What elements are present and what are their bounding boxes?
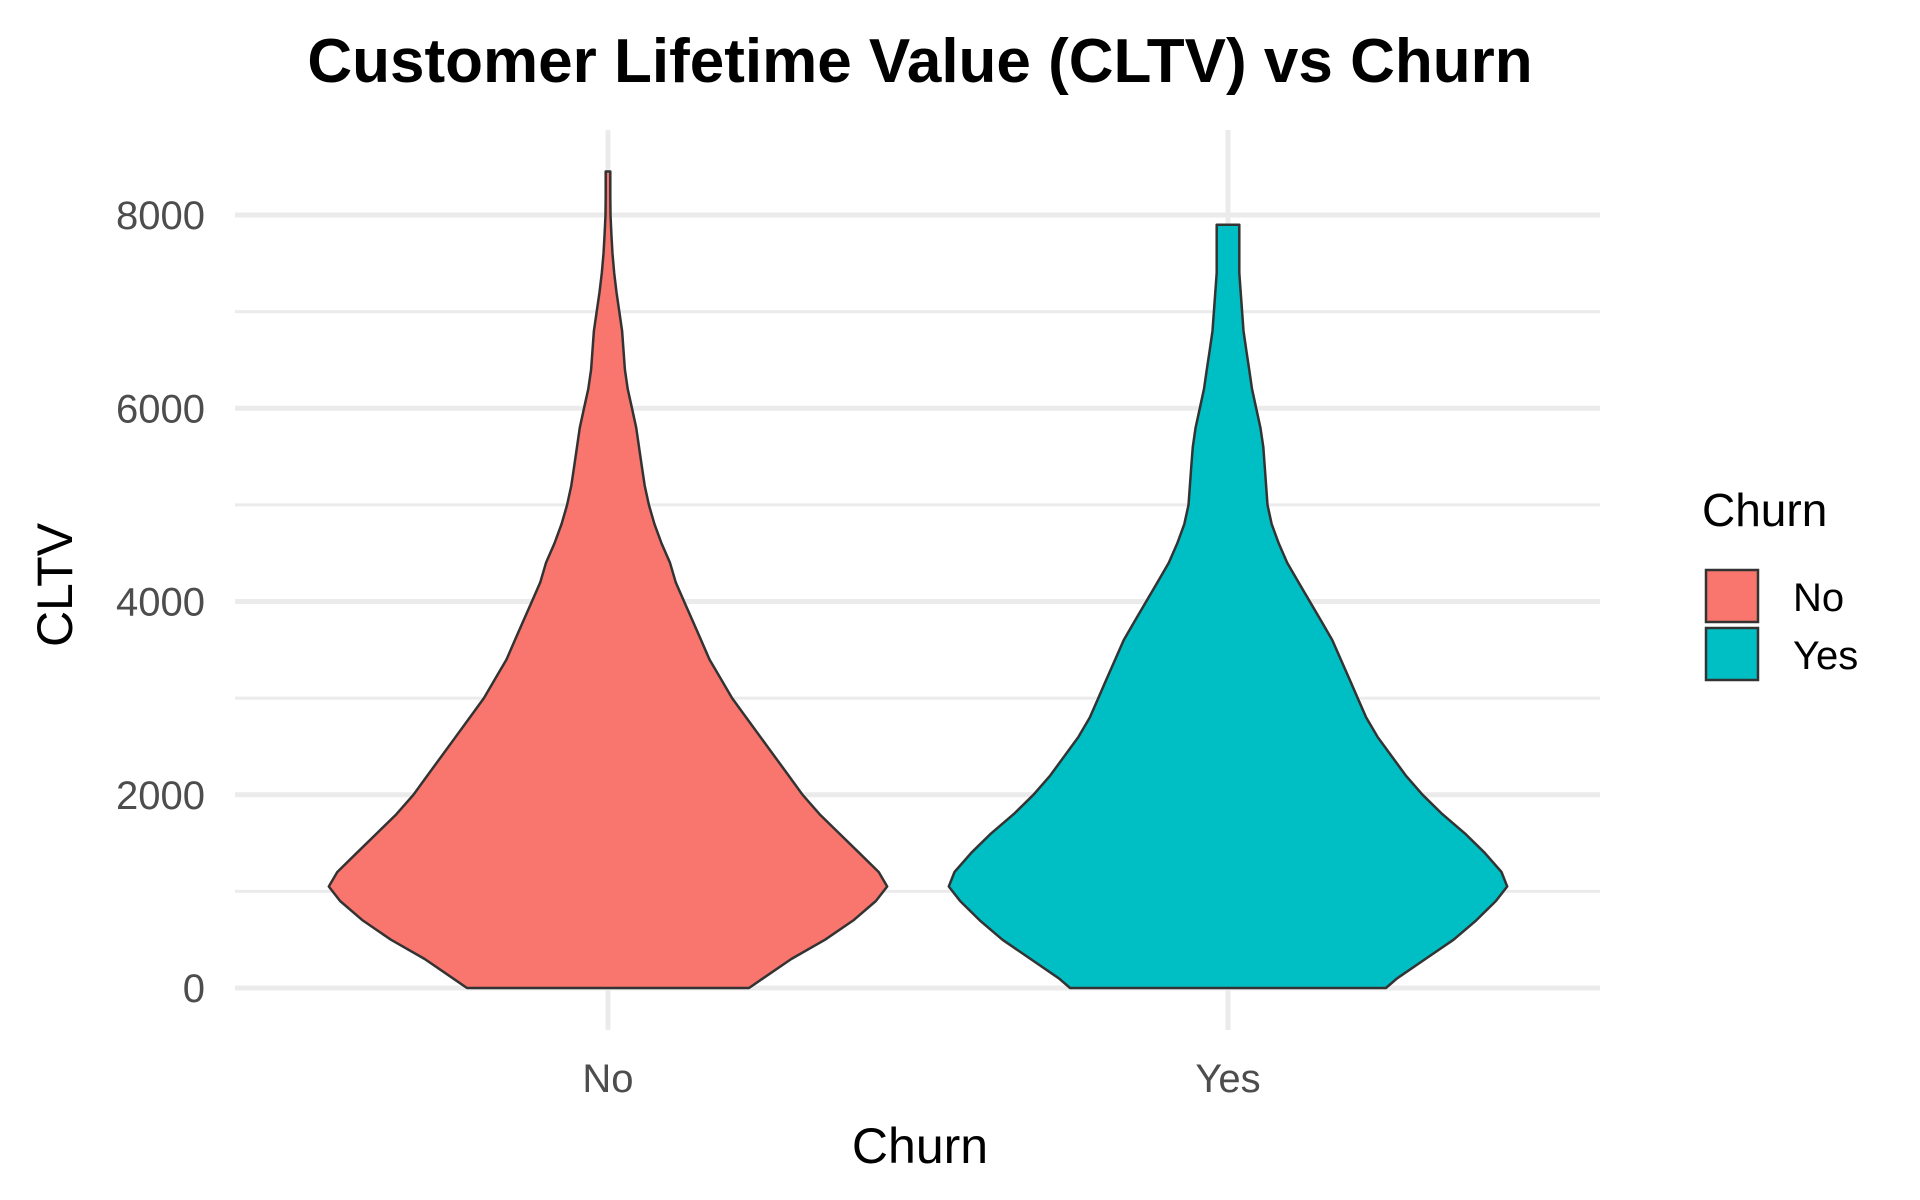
- x-tick-label: No: [582, 1057, 633, 1101]
- legend-label-no: No: [1793, 576, 1844, 620]
- y-tick-label: 4000: [116, 581, 205, 625]
- x-tick-label: Yes: [1195, 1057, 1260, 1101]
- y-tick-label: 2000: [116, 774, 205, 818]
- y-tick-label: 0: [183, 967, 205, 1011]
- chart-title: Customer Lifetime Value (CLTV) vs Churn: [307, 27, 1532, 96]
- legend-label-yes: Yes: [1793, 634, 1858, 678]
- violin-yes: [947, 223, 1509, 990]
- legend-title: Churn: [1702, 484, 1827, 536]
- x-axis-title: Churn: [852, 1118, 988, 1174]
- legend: Churn No Yes: [1702, 484, 1858, 682]
- y-axis-ticks: 0 2000 4000 6000 8000: [116, 194, 205, 1011]
- y-tick-label: 8000: [116, 194, 205, 238]
- violins: [327, 170, 1509, 990]
- x-axis-ticks: No Yes: [582, 1057, 1260, 1101]
- legend-swatch-yes: [1704, 626, 1760, 682]
- y-tick-label: 6000: [116, 387, 205, 431]
- y-axis-title: CLTV: [27, 522, 83, 647]
- legend-items: No Yes: [1704, 568, 1858, 682]
- violin-no: [327, 170, 889, 990]
- legend-swatch-no: [1704, 568, 1760, 624]
